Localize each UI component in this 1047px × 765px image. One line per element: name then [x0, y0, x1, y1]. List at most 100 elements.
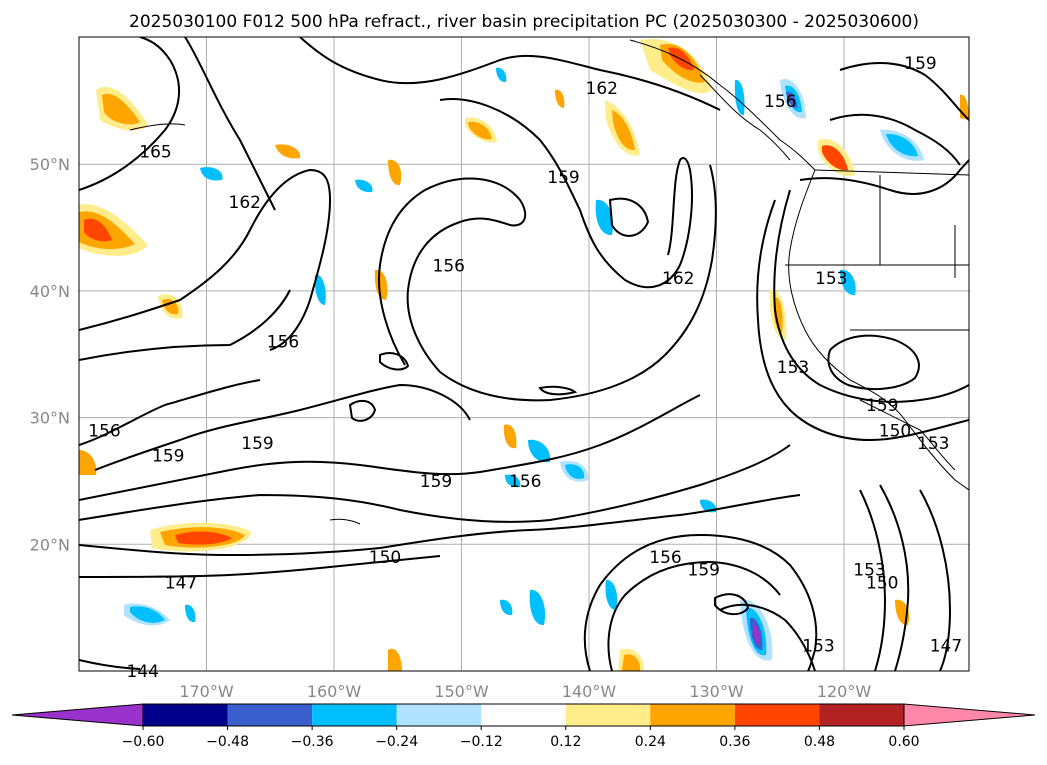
- contour-label: 153: [777, 358, 809, 378]
- contour-label: 156: [649, 548, 681, 568]
- contour-label: 159: [866, 396, 898, 416]
- colorbar-tick-label: −0.60: [122, 734, 165, 750]
- patch: [503, 424, 517, 449]
- contour-cell-1: [348, 399, 377, 422]
- graticule: [79, 37, 969, 671]
- contour-east-3: [799, 159, 969, 195]
- patch: [734, 79, 745, 116]
- lat-tick-label: 50°N: [30, 155, 70, 174]
- contour-se-2: [879, 484, 910, 671]
- contour-165: [79, 37, 181, 191]
- lon-tick-label: 170°W: [179, 682, 234, 701]
- contour-153-mid: [79, 394, 701, 501]
- patch: [374, 269, 388, 300]
- map-frame: [78, 36, 970, 672]
- contour-east-2: [773, 189, 969, 403]
- patch: [773, 297, 783, 333]
- patch: [605, 579, 618, 610]
- patch: [275, 144, 301, 159]
- colorbar-tick-label: −0.36: [291, 734, 334, 750]
- contour-159-south: [607, 560, 781, 671]
- patch: [753, 624, 761, 645]
- contour-label: 153: [802, 637, 834, 657]
- patch: [886, 133, 918, 157]
- contour-label: 162: [586, 79, 618, 99]
- patch: [529, 589, 546, 626]
- colorbar-segment: [650, 704, 735, 726]
- contour-label: 159: [904, 54, 936, 74]
- colorbar-extend-high: [903, 703, 1036, 727]
- colorbar-segment: [819, 704, 904, 726]
- chart-title: 2025030100 F012 500 hPa refract., river …: [129, 12, 919, 32]
- colorbar-tick-label: 0.36: [719, 734, 750, 750]
- lon-tick-label: 130°W: [689, 682, 744, 701]
- patch: [355, 179, 373, 193]
- patch: [505, 474, 521, 488]
- patch: [595, 199, 614, 236]
- colorbar-segment: [396, 704, 482, 726]
- lon-tick-label: 150°W: [434, 682, 489, 701]
- patch: [786, 91, 797, 108]
- contour-label: 150: [369, 548, 401, 568]
- patch: [500, 599, 513, 616]
- contour-cell-4: [714, 593, 750, 616]
- patch: [314, 274, 326, 305]
- negative-anomaly-patches: [124, 67, 924, 661]
- colorbar: [11, 703, 1036, 727]
- longitude-tick-labels: 170°W 160°W 150°W 140°W 130°W 120°W: [179, 682, 871, 701]
- contour-cell-2: [379, 352, 410, 371]
- contour-label: 162: [662, 269, 694, 289]
- contour-label: 147: [165, 573, 197, 593]
- precip-anomaly-fill: [79, 37, 969, 671]
- patch: [822, 145, 848, 171]
- patch: [175, 531, 232, 545]
- patch: [102, 93, 140, 125]
- colorbar-segment: [312, 704, 397, 726]
- contour-label: 159: [152, 447, 184, 467]
- contour-lines: [79, 37, 969, 671]
- contour-144: [79, 659, 141, 670]
- map-panel: 162 165 162 159 156 162 156 159 153 153 156 156 159 1…: [78, 36, 970, 682]
- contour-label: 156: [764, 92, 796, 112]
- contour-east-4: [829, 113, 961, 166]
- contour-label: 153: [815, 269, 847, 289]
- patch: [185, 604, 196, 623]
- colorbar-frame: [142, 703, 905, 727]
- contour-label: 156: [88, 421, 120, 441]
- contour-147-lower: [79, 555, 441, 578]
- colorbar-segment: [143, 704, 228, 726]
- contour-162-north: [184, 37, 721, 211]
- colorbar-tick-label: −0.12: [460, 734, 503, 750]
- colorbar-tick-label: −0.48: [206, 734, 249, 750]
- contour-labels: 162 165 162 159 156 162 156 159 153 153 156 156 159 1…: [88, 54, 962, 682]
- colorbar-extend-low: [11, 703, 144, 727]
- colorbar-tick-label: 0.12: [550, 734, 581, 750]
- contour-label: 159: [241, 434, 273, 454]
- colorbar-segment: [734, 704, 820, 726]
- contour-159-mid: [94, 383, 471, 471]
- contour-147: [79, 494, 801, 557]
- contour-label: 165: [139, 143, 171, 163]
- contour-label: 159: [547, 168, 579, 188]
- colorbar-tick-label: 0.60: [888, 734, 919, 750]
- contour-label: 153: [917, 434, 949, 454]
- lon-tick-label: 140°W: [562, 682, 617, 701]
- lon-tick-label: 160°W: [307, 682, 362, 701]
- patch: [200, 167, 223, 181]
- contour-label: 159: [688, 561, 720, 581]
- contour-150-mid: [79, 444, 791, 523]
- contour-label: 150: [879, 421, 911, 441]
- contour-se-3: [919, 489, 952, 671]
- positive-anomaly-patches: [79, 39, 969, 671]
- contour-label: 153: [853, 561, 885, 581]
- contour-162-west: [79, 168, 332, 351]
- contour-label: 147: [930, 637, 962, 657]
- patch: [612, 110, 635, 151]
- lon-tick-label: 120°W: [817, 682, 872, 701]
- contour-156-low: [378, 164, 717, 402]
- lat-tick-label: 40°N: [30, 282, 70, 301]
- patch: [84, 218, 112, 242]
- colorbar-segment: [565, 704, 651, 726]
- patch: [130, 606, 165, 623]
